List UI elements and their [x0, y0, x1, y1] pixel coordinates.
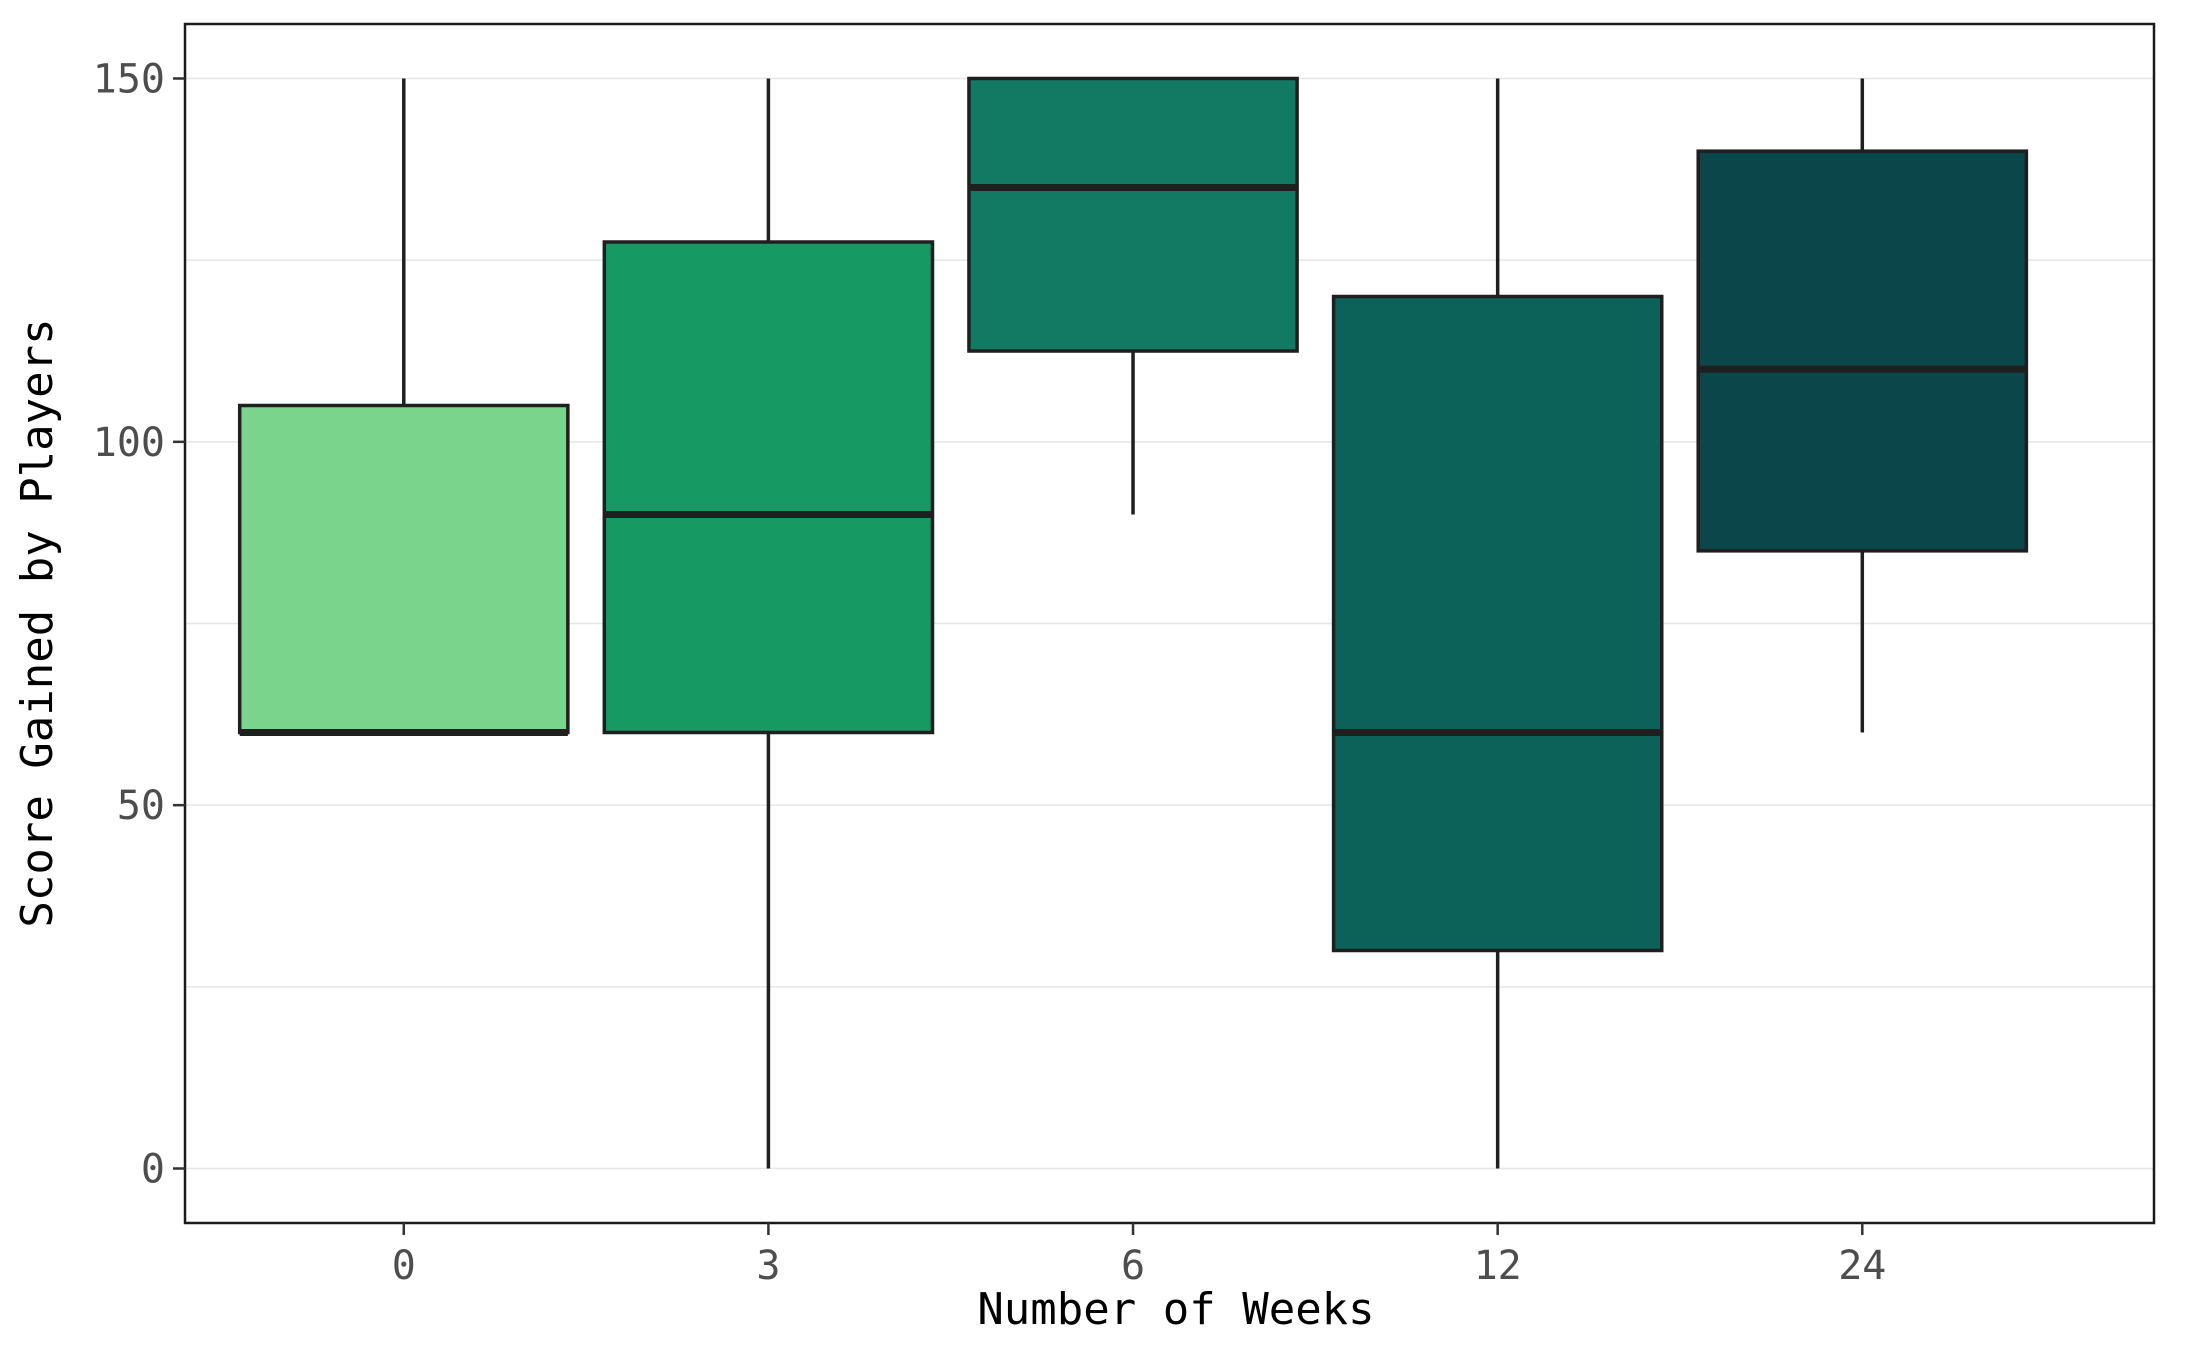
box-body-0 — [237, 403, 570, 735]
x-tick-label-0: 0 — [392, 1243, 416, 1289]
y-tick-label-0: 0 — [141, 1147, 165, 1193]
y-tick-label-3: 150 — [93, 57, 165, 103]
box-6 — [967, 76, 1299, 515]
x-tick-label-2: 6 — [1121, 1243, 1145, 1289]
y-axis-title: Score Gained by Players — [12, 318, 63, 927]
y-tick-label-2: 100 — [93, 420, 165, 466]
y-tick-label-1: 50 — [117, 783, 165, 829]
x-tick-label-1: 3 — [756, 1243, 780, 1289]
box-12 — [1331, 78, 1664, 1169]
plot-panel-border — [183, 22, 2156, 1225]
box-body-6 — [967, 76, 1299, 353]
x-tick-label-4: 24 — [1838, 1243, 1886, 1289]
box-body-24 — [1696, 149, 2029, 553]
box-body-12 — [1331, 294, 1664, 953]
box-0 — [237, 78, 570, 736]
x-axis-title: Number of Weeks — [977, 1284, 1374, 1335]
box-body-3 — [602, 240, 935, 735]
box-24 — [1696, 78, 2029, 733]
axis-layer: 0 50 100 150 0 3 6 12 24 — [93, 57, 1887, 1290]
box-3 — [602, 78, 935, 1169]
box-layer — [237, 76, 2029, 1169]
x-tick-label-3: 12 — [1474, 1243, 1522, 1289]
